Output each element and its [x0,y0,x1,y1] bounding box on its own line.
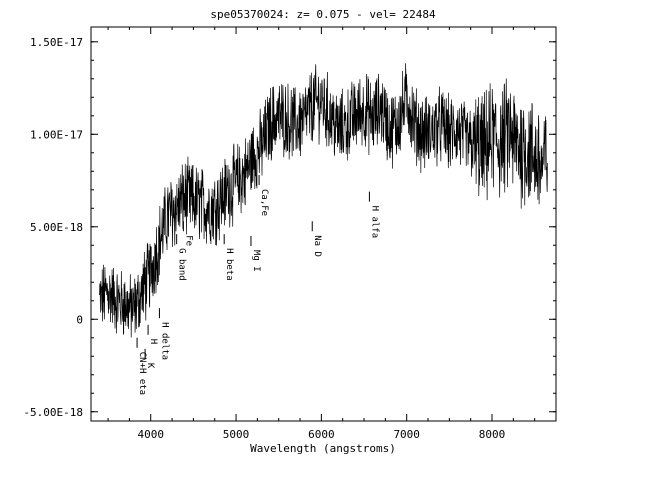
annotation-label: Fe [183,235,193,246]
annotation-label: G band [177,248,187,281]
annotation-label: CN+H eta [137,352,147,395]
annotation-label: H [148,339,158,344]
line-annotations: K H CN+H eta H delta G band Fe H beta Mg I Ca,Fe… [136,174,379,395]
y-tick-label: 0 [76,313,83,326]
annotation-label: Na D [312,235,322,257]
y-axis: 1.50E-17 1.00E-17 5.00E-18 0 -5.00E-18 [23,36,556,419]
y-tick-label: 1.50E-17 [30,36,83,49]
x-tick-label: 5000 [223,428,250,441]
chart-title: spe05370024: z= 0.075 - vel= 22484 [210,8,436,21]
spectrum-series [99,63,548,338]
annotation-label: H beta [224,248,234,281]
x-axis-label: Wavelength (angstroms) [250,442,396,455]
x-tick-label: 4000 [137,428,164,441]
plot-frame [90,26,557,422]
annotation-label: H delta [159,322,169,360]
y-tick-label: -5.00E-18 [23,406,83,419]
x-tick-label: 8000 [479,428,506,441]
annotation-label: K [145,363,155,369]
annotation-label: H alfa [369,206,379,239]
y-tick-label: 1.00E-17 [30,128,83,141]
x-axis: 4000 5000 6000 7000 8000 [107,27,536,441]
spectrum-line [99,63,548,338]
annotation-label: Ca,Fe [259,189,269,216]
x-tick-label: 7000 [393,428,420,441]
y-tick-label: 5.00E-18 [30,221,83,234]
annotation-label: Mg I [251,250,261,272]
x-tick-label: 6000 [308,428,335,441]
